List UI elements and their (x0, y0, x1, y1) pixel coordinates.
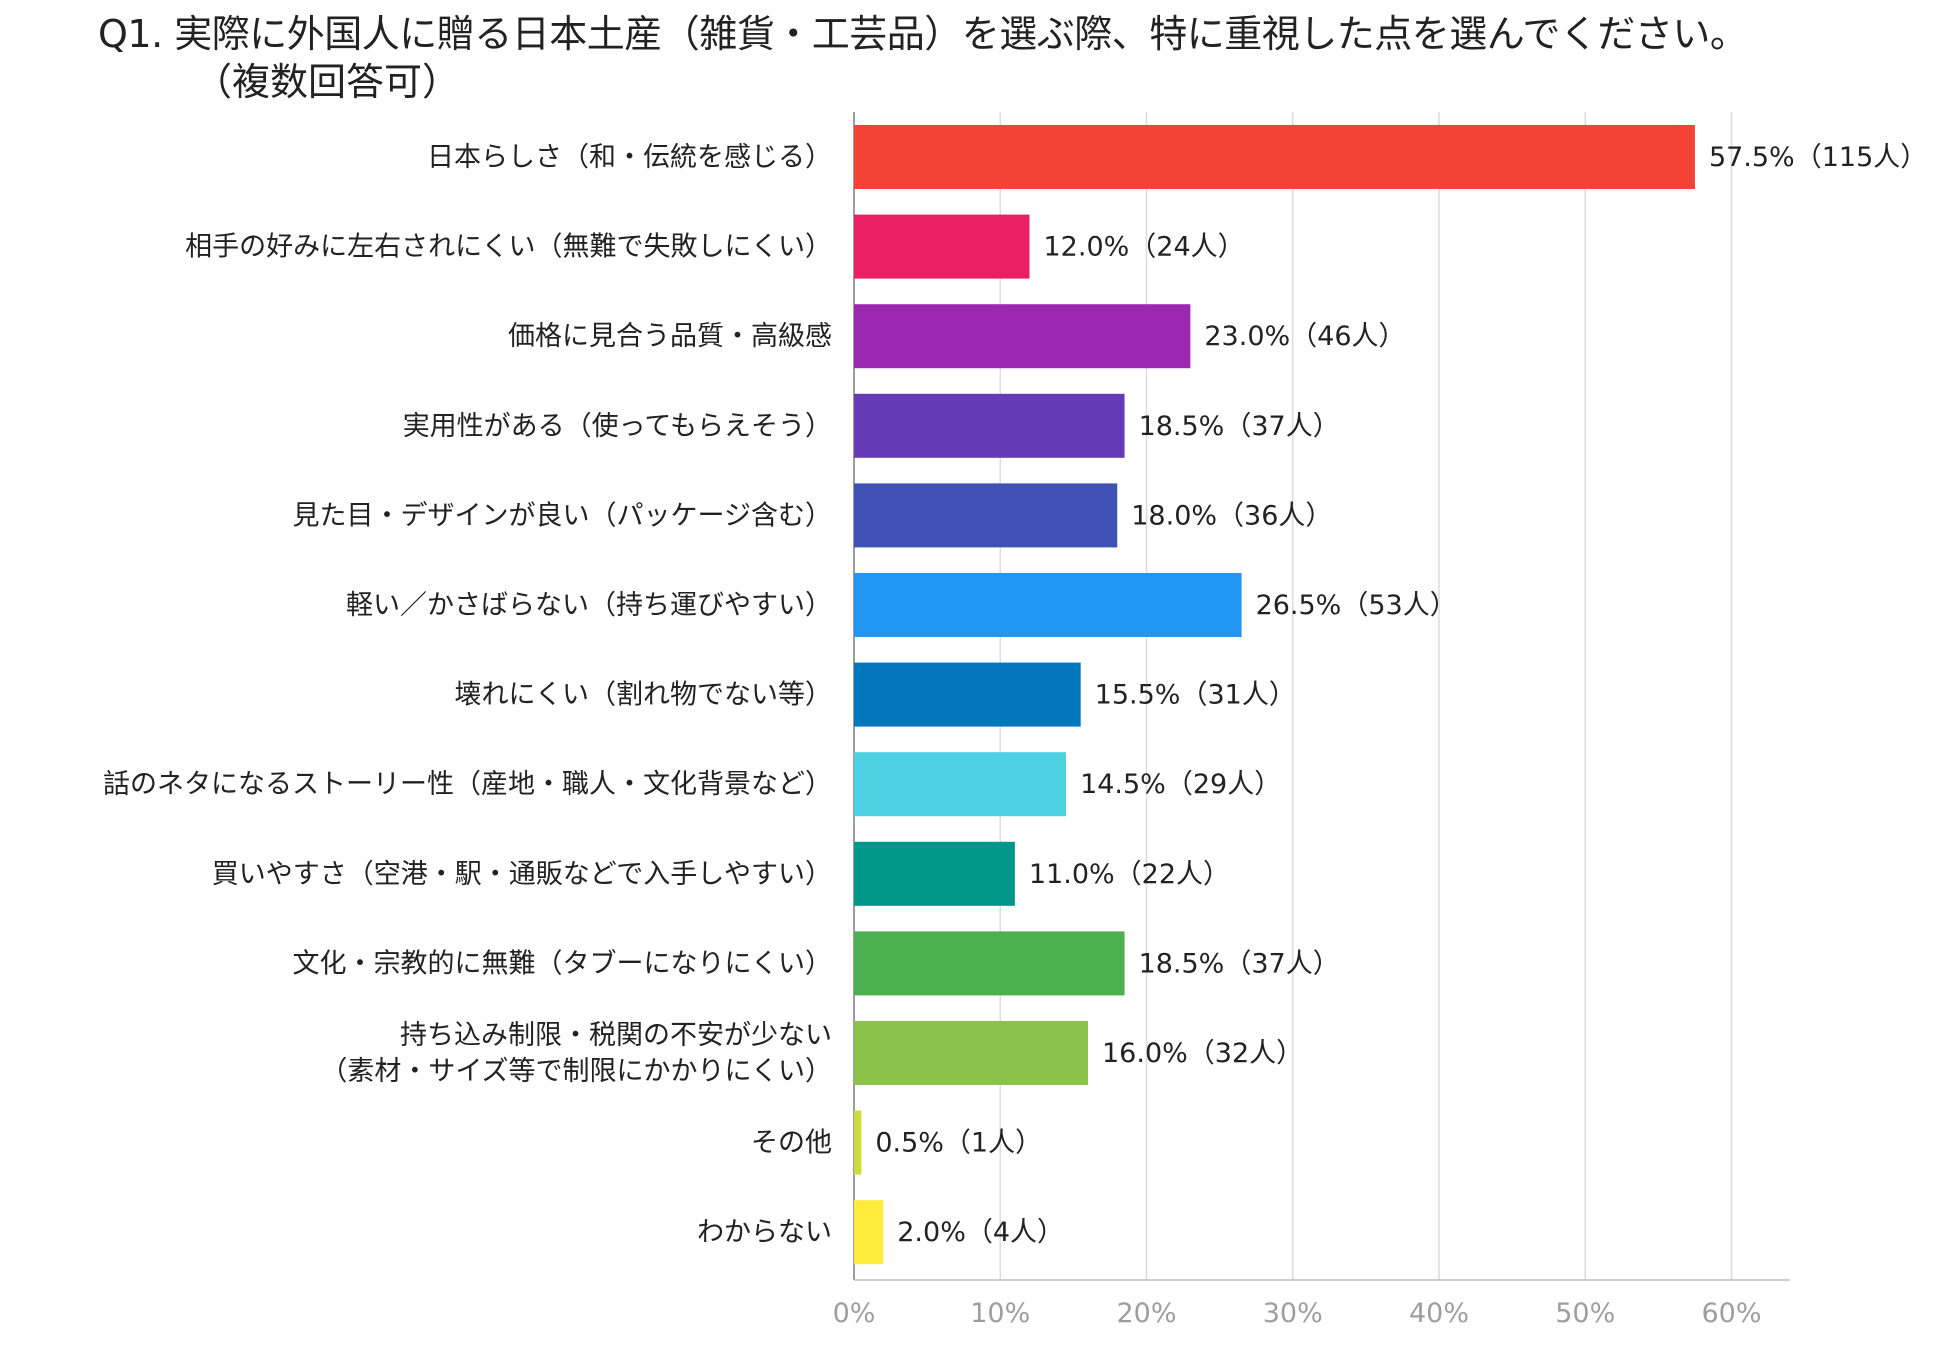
data-label: 16.0%（32人） (1102, 1038, 1303, 1069)
category-label: 相手の好みに左右されにくい（無難で失敗しにくい） (185, 232, 832, 263)
bar (854, 483, 1118, 548)
category-label: 壊れにくい（割れ物でない等） (455, 680, 832, 711)
data-label: 11.0%（22人） (1029, 859, 1230, 890)
data-label: 18.5%（37人） (1139, 411, 1340, 442)
bar (854, 393, 1125, 458)
bar (854, 125, 1695, 189)
data-label: 15.5%（31人） (1095, 680, 1296, 711)
category-label: 日本らしさ（和・伝統を感じる） (427, 142, 832, 173)
x-tick-label: 30% (1263, 1298, 1323, 1329)
data-label: 26.5%（53人） (1256, 590, 1457, 621)
bar (854, 1200, 884, 1265)
bar (854, 662, 1081, 727)
bar (854, 752, 1067, 817)
data-label: 23.0%（46人） (1204, 321, 1405, 352)
chart-title: Q1. 実際に外国人に贈る日本土産（雑貨・工芸品）を選ぶ際、特に重視した点を選ん… (98, 10, 1928, 106)
category-label: 文化・宗教的に無難（タブーになりにくい） (293, 948, 832, 979)
data-label: 0.5%（1人） (875, 1128, 1042, 1159)
data-label: 57.5%（115人） (1709, 142, 1927, 173)
bar (854, 214, 1030, 279)
data-label: 18.0%（36人） (1131, 500, 1332, 531)
chart-title-line-1: Q1. 実際に外国人に贈る日本土産（雑貨・工芸品）を選ぶ際、特に重視した点を選ん… (98, 12, 1748, 56)
bar (854, 931, 1125, 996)
data-label: 2.0%（4人） (897, 1217, 1064, 1248)
bar (854, 841, 1015, 906)
value-labels: 57.5%（115人） 12.0%（24人） 23.0%（46人） 18.5%（37人… (875, 142, 1927, 1248)
category-label: 話のネタになるストーリー性（産地・職人・文化背景など） (103, 769, 832, 800)
x-tick-label: 40% (1409, 1298, 1469, 1329)
category-label: （素材・サイズ等で制限にかかりにくい） (320, 1056, 832, 1087)
data-label: 14.5%（29人） (1080, 769, 1281, 800)
category-label: その他 (751, 1128, 832, 1159)
x-tick-label: 10% (970, 1298, 1030, 1329)
chart-title-line-2: （複数回答可） (194, 60, 461, 104)
x-tick-label: 20% (1116, 1298, 1176, 1329)
category-label: わからない (697, 1217, 832, 1248)
bar (854, 1021, 1088, 1085)
category-label: 価格に見合う品質・高級感 (508, 321, 832, 352)
category-label: 見た目・デザインが良い（パッケージ含む） (293, 500, 832, 531)
bar (854, 1110, 862, 1175)
x-tick-label: 50% (1555, 1298, 1615, 1329)
bar (854, 304, 1191, 369)
bars (854, 125, 1695, 1265)
category-label: 持ち込み制限・税関の不安が少ない (400, 1020, 832, 1051)
bar (854, 573, 1242, 637)
data-label: 12.0%（24人） (1044, 232, 1245, 263)
data-label: 18.5%（37人） (1139, 948, 1340, 979)
category-labels: 日本らしさ（和・伝統を感じる） 相手の好みに左右されにくい（無難で失敗しにくい） 価… (103, 142, 832, 1248)
category-label: 買いやすさ（空港・駅・通販などで入手しやすい） (212, 859, 832, 890)
x-tick-label: 60% (1701, 1298, 1761, 1329)
x-axis-tick-labels: 0% 10% 20% 30% 40% 50% 60% (833, 1298, 1762, 1329)
x-tick-label: 0% (833, 1298, 876, 1329)
category-label: 実用性がある（使ってもらえそう） (403, 411, 832, 442)
category-label: 軽い／かさばらない（持ち運びやすい） (346, 590, 832, 621)
